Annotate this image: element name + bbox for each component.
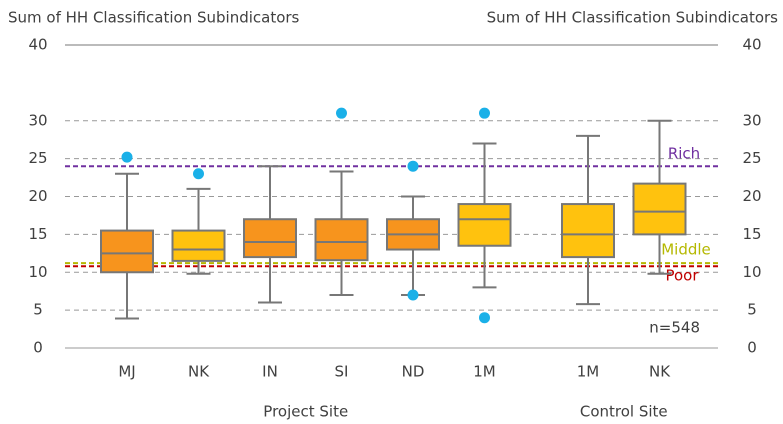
annotation: n=548 (649, 319, 700, 337)
x-tick-label: ND (402, 363, 425, 381)
group-label: Control Site (580, 403, 668, 421)
y-tick-label: 25 (28, 149, 47, 167)
box (561, 203, 615, 259)
y-tick-label: 20 (28, 187, 47, 205)
y2-axis-title: Sum of HH Classification Subindicators (487, 9, 779, 27)
x-tick-label: 1M (577, 363, 600, 381)
box (457, 203, 512, 247)
outlier (193, 168, 204, 180)
box (100, 229, 154, 274)
y-tick-label: 30 (28, 111, 47, 129)
outlier (479, 107, 490, 119)
y2-tick-label: 40 (742, 36, 761, 54)
y-tick-label: 15 (28, 225, 47, 243)
box (314, 218, 369, 262)
y2-tick-label: 20 (742, 187, 761, 205)
box (632, 182, 687, 236)
y-tick-label: 10 (28, 263, 47, 281)
y2-tick-label: 30 (742, 111, 761, 129)
y2-tick-label: 15 (742, 225, 761, 243)
x-tick-label: MJ (118, 363, 135, 381)
reference-label: Rich (668, 145, 700, 163)
y-tick-label: 40 (28, 36, 47, 54)
y2-tick-label: 10 (742, 263, 761, 281)
y2-tick-label: 0 (747, 339, 757, 357)
reference-label: Middle (661, 241, 711, 259)
x-tick-label: 1M (473, 363, 496, 381)
group-label: Project Site (263, 403, 348, 421)
outlier (336, 107, 347, 119)
y-axis-title: Sum of HH Classification Subindicators (8, 9, 300, 27)
x-tick-label: IN (262, 363, 278, 381)
reference-label: Poor (665, 267, 699, 285)
outlier (407, 160, 419, 172)
x-tick-label: SI (335, 363, 349, 381)
x-tick-label: NK (649, 363, 671, 381)
y2-tick-label: 5 (747, 301, 757, 319)
outlier (407, 289, 419, 301)
y2-tick-label: 25 (742, 149, 761, 167)
y-tick-label: 5 (33, 301, 43, 319)
y-tick-label: 0 (33, 339, 43, 357)
outlier (479, 312, 490, 324)
box (171, 229, 226, 262)
x-tick-label: NK (188, 363, 210, 381)
box (243, 218, 297, 259)
outlier (121, 151, 133, 163)
